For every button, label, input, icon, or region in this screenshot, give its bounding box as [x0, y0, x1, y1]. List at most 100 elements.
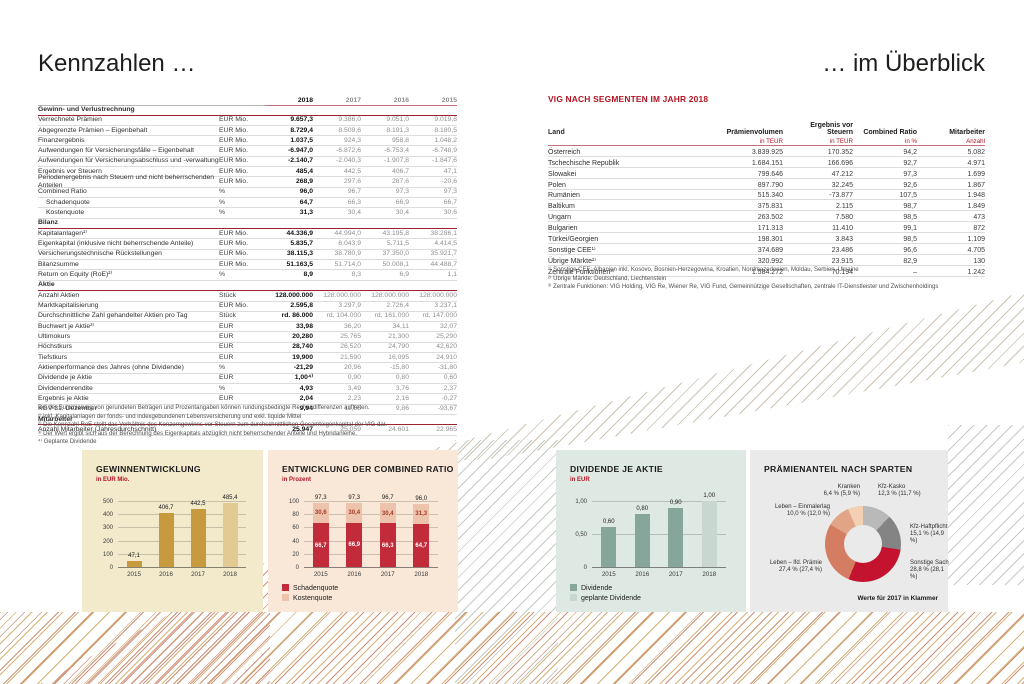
cell-value: 25,765 — [340, 333, 361, 341]
cell-value: 66,3 — [347, 198, 361, 206]
profit-development-chart-panel: GEWINNENTWICKLUNG in EUR Mio. 0 100 200 300… — [82, 450, 263, 612]
cell-value: 38.115,3 — [286, 250, 313, 258]
gridline — [118, 514, 246, 516]
table-row: Baltikum 375.831 2.115 98,7 1.849 — [548, 200, 985, 212]
section-title: Gewinn- und Verlustrechnung — [38, 105, 135, 113]
x-axis-tick-label: 2016 — [159, 571, 173, 578]
cell-value: -21,29 — [293, 363, 313, 371]
cell-value: 442,5 — [343, 167, 361, 175]
cell-value: 98,5 — [903, 214, 917, 222]
bar-value-label: 0,90 — [669, 499, 682, 506]
row-label: Tiefstkurs — [38, 353, 68, 361]
bar — [634, 514, 650, 567]
cell-value: 96,6 — [903, 246, 917, 254]
cell-value: 485,4 — [295, 167, 313, 175]
cell-value: 5.835,7 — [290, 240, 313, 248]
bar-segment — [413, 503, 430, 525]
x-axis-tick-label: 2018 — [702, 571, 717, 578]
table-row: Kapitalanlagen¹⁾ EUR Mio. 44.336,9 44.994,0… — [38, 229, 457, 240]
chart-subtitle: in Prozent — [282, 477, 312, 483]
cell-value: 66,9 — [395, 198, 409, 206]
segments-table: VIG NACH SEGMENTEN IM JAHR 2018 Land Präm… — [548, 94, 985, 277]
row-label: Finanzergebnis — [38, 136, 85, 144]
cell-value: 92,6 — [903, 181, 917, 189]
cell-value: 5.711,5 — [386, 240, 409, 248]
gridline — [118, 540, 246, 542]
header-label-cell — [38, 94, 219, 106]
cell-value: 170.352 — [827, 148, 853, 156]
slice-value: 27,4 % (27,4 %) — [778, 567, 822, 574]
row-unit: EUR Mio. — [219, 167, 249, 175]
segments-table-title: VIG NACH SEGMENTEN IM JAHR 2018 — [548, 94, 709, 104]
row-unit: Stück — [219, 312, 236, 320]
bar — [190, 508, 206, 567]
cell-value: 8.191,3 — [386, 126, 409, 134]
section-title: Aktie — [38, 281, 55, 289]
table-row: Bulgarien 171.313 11.410 99,1 872 — [548, 222, 985, 234]
row-label: Aktienperformance des Jahres (ohne Divid… — [38, 363, 184, 371]
cell-value: 268,9 — [295, 178, 313, 186]
legend-item: geplante Dividende — [570, 594, 641, 604]
gridline — [304, 501, 438, 502]
y-axis-tick-label: 60 — [292, 525, 299, 532]
cell-value: 98,7 — [903, 203, 917, 211]
table-row: Return on Equity (RoE)²⁾% 8,9 8,3 6,9 1,1 — [38, 270, 457, 281]
table-row: Versicherungstechnische Rückstellungen EU… — [38, 250, 457, 261]
gridline — [304, 567, 438, 568]
gridline — [592, 567, 726, 568]
cell-value: 4.705 — [967, 246, 985, 254]
column-header: Ergebnis vor Steuern — [810, 121, 853, 137]
table-row: Eigenkapital (inklusive nicht beherrsche… — [38, 239, 457, 250]
donut-label-kranken: Kranken 6,4 % (5,9 %) — [824, 484, 860, 498]
cell-value: 9.019,8 — [434, 116, 457, 124]
row-label: Schadenquote — [46, 198, 90, 206]
row-unit: % — [219, 198, 226, 206]
row-label: Übrige Märkte²⁾ — [548, 257, 597, 265]
cell-value: 4,93 — [299, 384, 313, 392]
cell-value: -31,80 — [437, 363, 457, 371]
cell-value: 47,1 — [443, 167, 457, 175]
segment-value-label: 31,3 — [415, 511, 428, 518]
table-row: Tschechische Republik 1.684.151 166.696 92,… — [548, 157, 985, 168]
cell-value: 34,11 — [392, 322, 409, 330]
x-axis-tick-label: 2015 — [601, 571, 616, 578]
cell-value: 128.000.000 — [323, 291, 361, 299]
row-unit: EUR Mio. — [219, 136, 249, 144]
cell-value: 98,5 — [903, 236, 917, 244]
cell-value: 6.043,9 — [338, 240, 361, 248]
bar — [668, 507, 684, 567]
total-value-label: 97,3 — [348, 494, 361, 501]
row-label: Bulgarien — [548, 225, 578, 233]
cell-value: 25,290 — [436, 333, 457, 341]
table-row: Übrige Märkte²⁾ 320.992 23.915 82,9 130 — [548, 255, 985, 266]
cell-value: 2,04 — [299, 394, 313, 402]
row-unit: % — [219, 270, 226, 278]
bar-value-label: 442,5 — [190, 500, 206, 507]
legend-item: Dividende — [570, 584, 641, 594]
cell-value: 21,300 — [388, 333, 409, 341]
column-header: Mitarbeiter — [949, 129, 985, 137]
y-axis-tick-label: 40 — [292, 538, 299, 545]
table-row: Höchstkurs EUR 28,740 26,520 24,790 42,620 — [38, 343, 457, 354]
bar-value-label: 485,4 — [222, 494, 238, 501]
unit-row: in TEUR in TEUR in % Anzahl — [548, 137, 985, 146]
cell-value: 0,80 — [395, 374, 409, 382]
row-label: Ultimokurs — [38, 333, 71, 341]
cell-value: 198.301 — [757, 236, 783, 244]
row-label: Zentrale Funktionen³⁾ — [548, 268, 615, 276]
row-unit: % — [219, 363, 226, 371]
slice-name: Kfz-Kasko — [878, 484, 906, 490]
cell-value: 23.915 — [831, 257, 853, 265]
y-axis-tick-label: 400 — [102, 512, 113, 519]
cell-value: 1.699 — [967, 170, 985, 178]
cell-value: 25.947 — [292, 426, 313, 434]
cell-value: 3.297,9 — [338, 302, 361, 310]
cell-value: 9.386,0 — [338, 116, 361, 124]
row-label: Aufwendungen für Versicherungsabschluss … — [38, 157, 219, 165]
bar — [126, 560, 142, 567]
cell-value: 51.714,0 — [334, 260, 361, 268]
cell-value: 47.212 — [831, 170, 853, 178]
cell-value: 32.245 — [831, 181, 853, 189]
chart-legend: Dividende geplante Dividende — [570, 584, 641, 604]
cell-value: 30,6 — [443, 208, 457, 216]
